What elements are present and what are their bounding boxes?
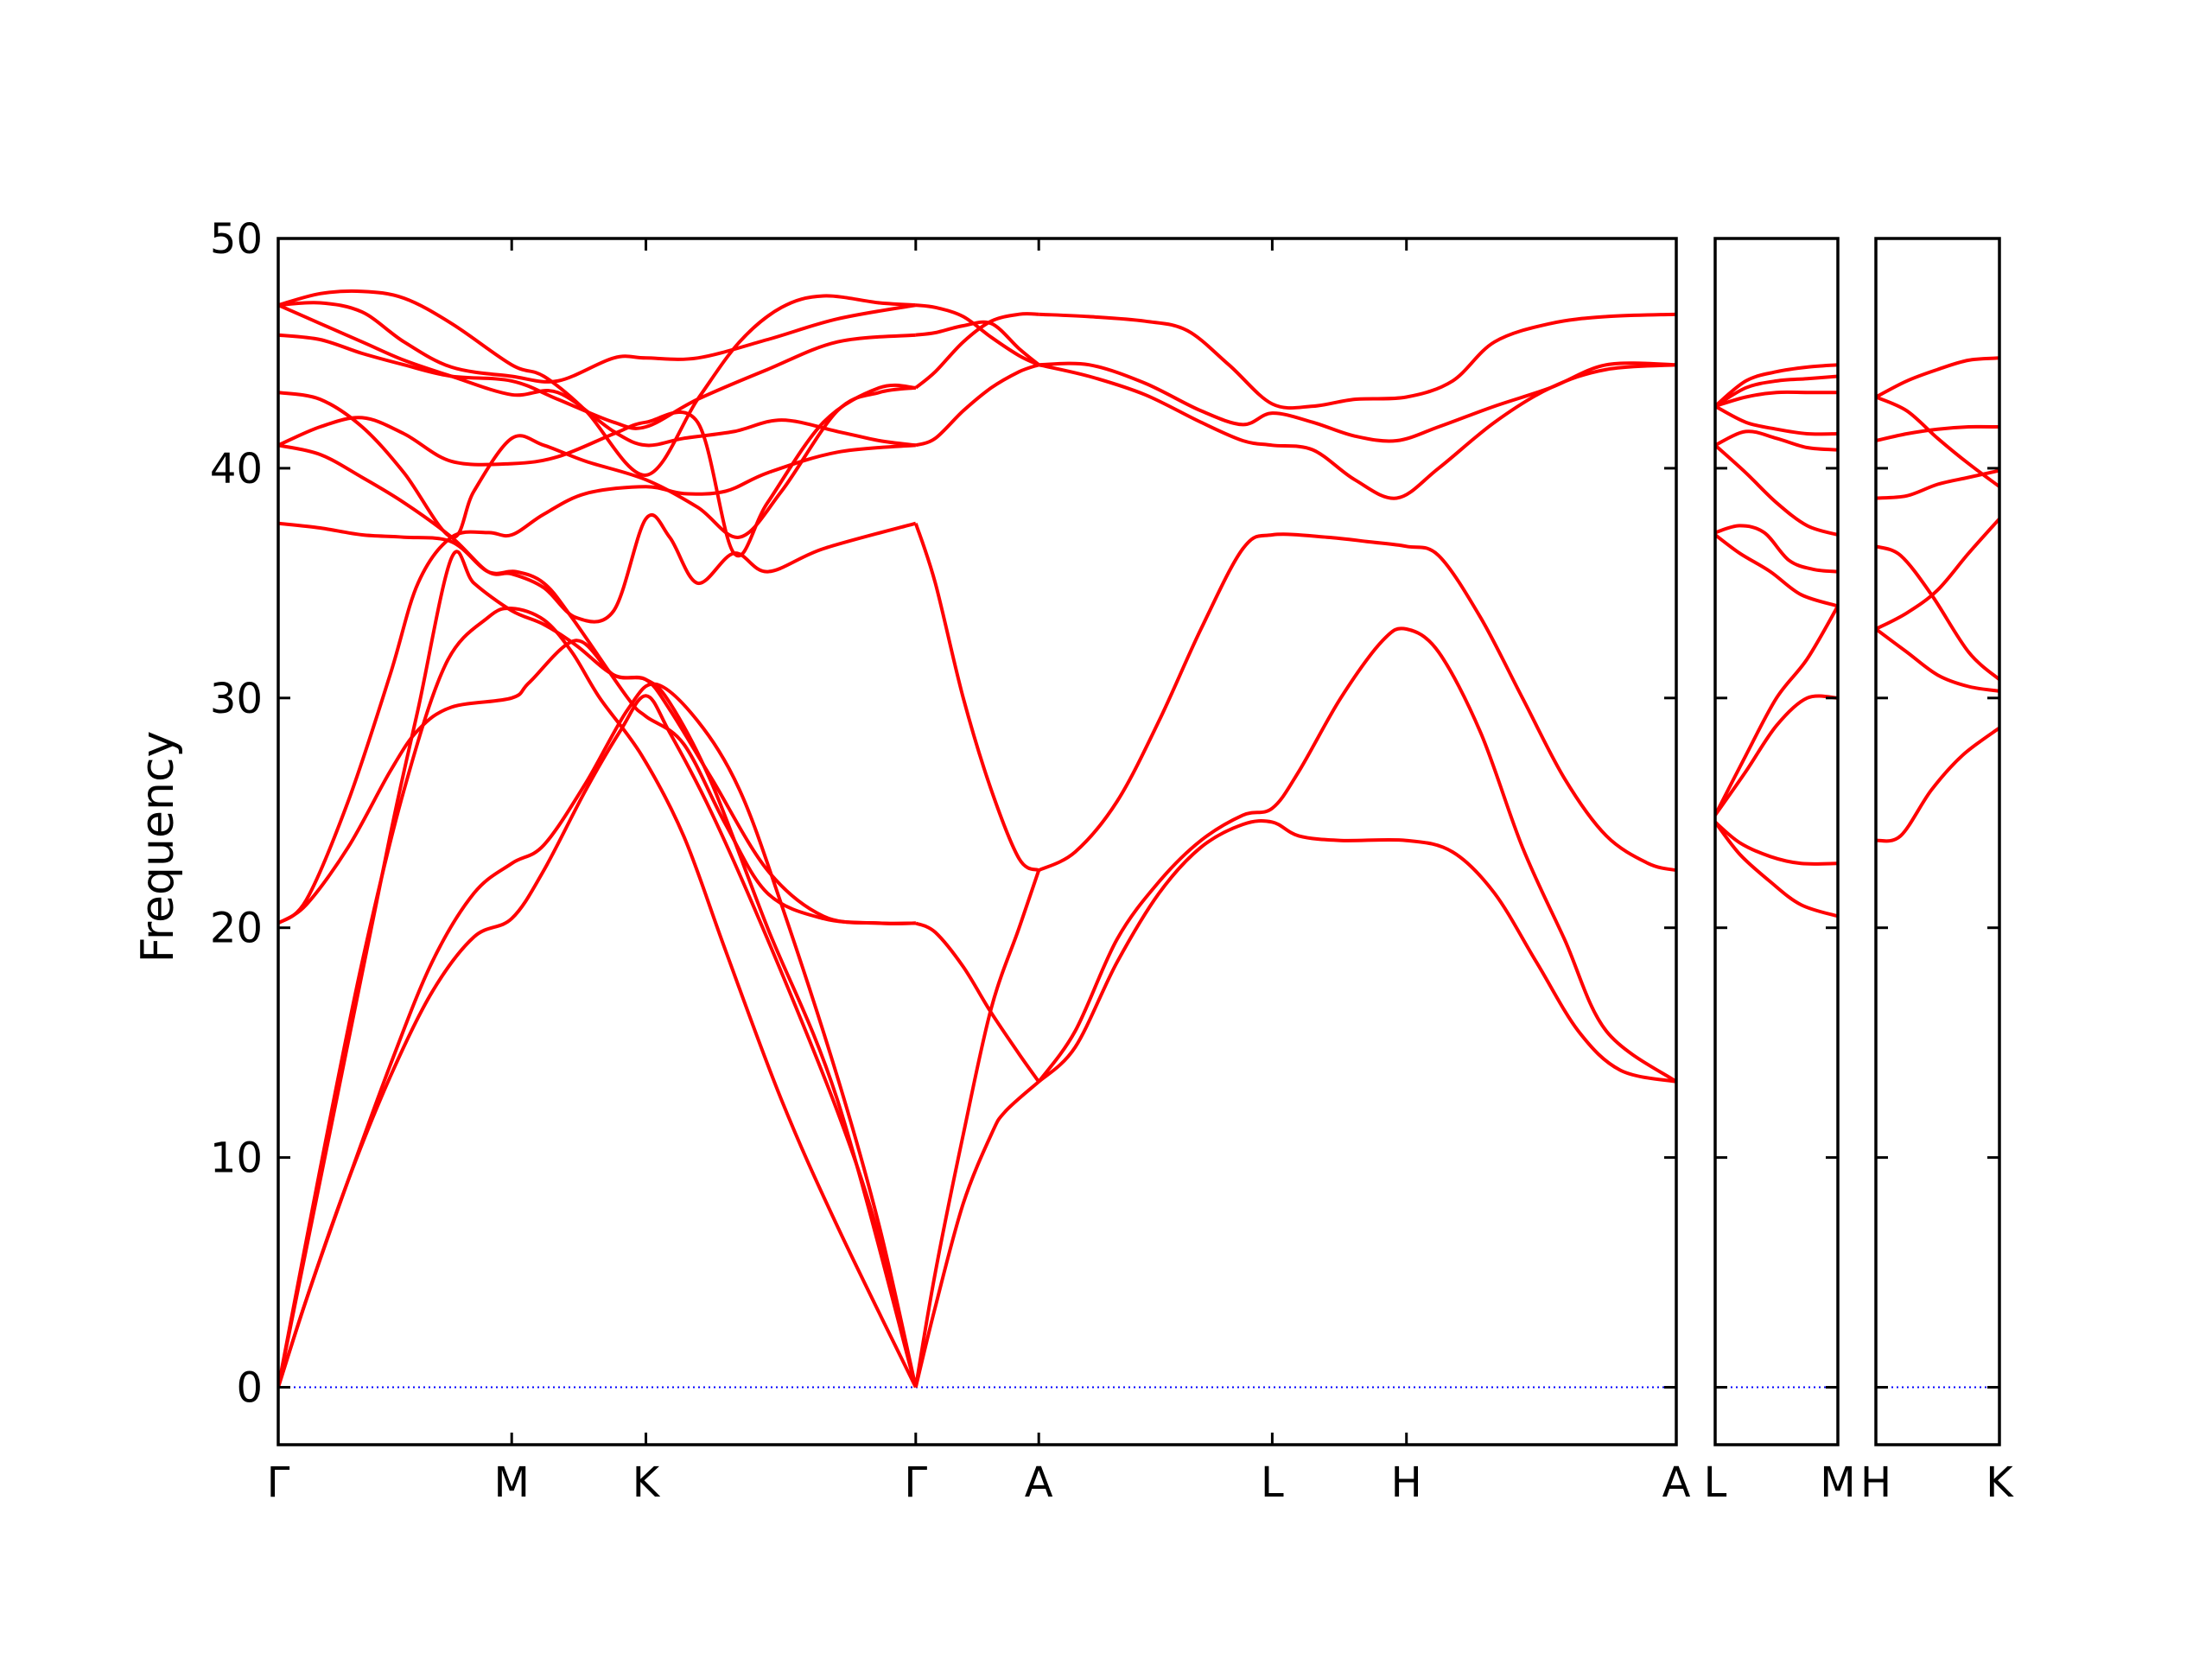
y-axis-label: Frequency [132,731,184,963]
band-line-10 [278,385,917,539]
x-tick-label: M [1820,1459,1855,1507]
band-line-1 [1715,820,1838,866]
x-tick-label: L [1261,1459,1284,1507]
band-line-25 [1038,532,1676,873]
x-tick-label: Γ [904,1459,927,1507]
band-line-22 [915,303,1040,367]
band-line-13 [278,289,916,477]
x-tick-label: A [1025,1459,1053,1507]
band-line-8 [278,443,917,624]
band-line-5 [278,443,916,925]
y-tick-label: 20 [210,905,263,953]
panel-frame [276,237,1678,1446]
y-tick-label: 40 [210,445,263,493]
y-tick-label: 10 [210,1135,263,1183]
band-line-23 [1037,818,1676,1084]
x-tick-label: Γ [267,1459,290,1507]
band-line-15 [913,1080,1040,1388]
band-line-3 [1876,518,1999,631]
band-line-7 [1715,443,1838,537]
x-tick-label: H [1860,1459,1891,1507]
band-line-26 [1038,363,1676,500]
band-line-9 [1715,404,1838,436]
band-line-12 [278,303,917,448]
band-line-8 [1876,356,1999,399]
band-line-10 [1715,390,1838,409]
band-line-20 [914,312,1039,390]
band-line-2 [278,682,918,1389]
band-line-17 [914,921,1040,1084]
band-line-3 [1715,694,1838,817]
band-line-24 [1037,626,1676,1084]
band-line-4 [278,550,918,1389]
band-line-7 [1876,395,1999,488]
band-line-9 [278,383,916,558]
band-line-6 [278,639,916,925]
band-line-6 [1876,424,1999,442]
band-group [278,289,1676,1389]
x-tick-label: L [1704,1459,1727,1507]
y-tick-label: 30 [210,675,263,723]
panel-1: 0 10 20 30 40 50 Γ M K Γ A L H A [210,215,1691,1507]
band-group [1876,356,1999,843]
y-tick-label: 50 [210,215,263,264]
band-line-4 [1876,544,1999,682]
band-line-7 [278,521,916,925]
band-line-4 [1715,605,1838,817]
band-line-18 [913,523,1040,873]
band-line-1 [1876,726,1999,843]
band-line-5 [1876,468,1999,500]
band-group [1715,363,1838,918]
band-line-19 [915,363,1039,448]
y-tick-label: 0 [236,1364,263,1413]
band-line-2 [1715,821,1838,918]
band-line-11 [278,333,916,430]
x-tick-label: K [632,1459,661,1507]
x-tick-label: M [493,1459,529,1507]
band-line-21 [915,320,1040,366]
x-tick-label: H [1391,1459,1422,1507]
panel-frame [1874,237,2001,1446]
band-line-6 [1715,533,1838,608]
x-tick-label: K [1986,1459,2014,1507]
band-line-27 [1039,361,1676,443]
band-line-16 [913,869,1041,1388]
band-line-14 [278,301,917,384]
band-line-28 [1039,312,1676,410]
panel-frame [1713,237,1840,1446]
band-line-12 [1715,363,1838,408]
band-line-8 [1715,429,1838,452]
band-line-2 [1876,627,1999,693]
x-tick-label: A [1662,1459,1691,1507]
band-line-11 [1715,374,1838,408]
band-line-5 [1715,524,1838,574]
